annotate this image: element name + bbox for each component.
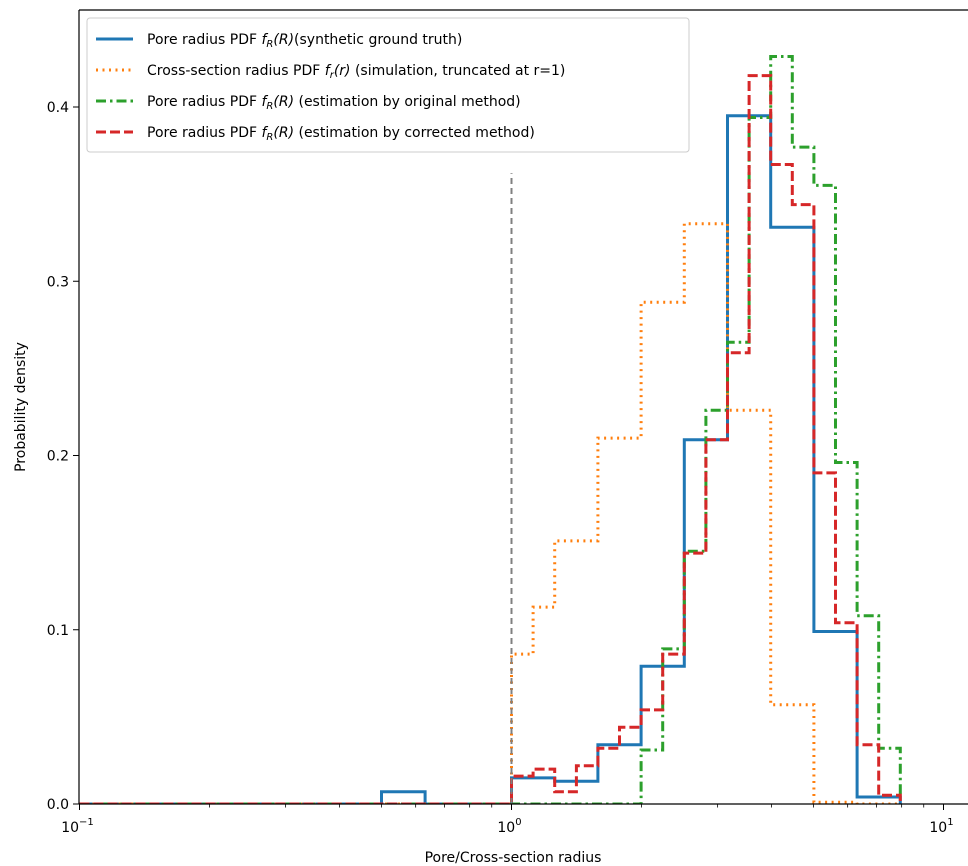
y-axis-label: Probability density [13, 342, 29, 472]
series-line-2 [79, 222, 901, 804]
y-tick-label-5: 0.4 [47, 100, 69, 116]
legend-label-1: Pore radius PDF fR(R)(synthetic ground t… [147, 32, 462, 50]
legend-label-4: Pore radius PDF fR(R) (estimation by cor… [147, 125, 535, 143]
x-tick-label-2: 100 [497, 817, 521, 836]
x-axis-label: Pore/Cross-section radius [425, 850, 602, 866]
series-line-4 [79, 74, 902, 804]
legend-label-2: Cross-section radius PDF fr(r) (simulati… [147, 63, 565, 81]
legend-box [86, 17, 690, 153]
series-line-3 [79, 55, 902, 804]
y-tick-label-2: 0.1 [47, 623, 69, 639]
legend: Pore radius PDF fR(R)(synthetic ground t… [86, 17, 690, 153]
x-tick-label-3: 101 [929, 817, 953, 836]
series-layer [79, 55, 902, 804]
x-tick-label-1: 10−1 [61, 817, 94, 836]
y-tick-label-3: 0.2 [47, 449, 69, 465]
y-tick-label-4: 0.3 [47, 274, 69, 290]
series-line-1 [79, 114, 902, 804]
y-tick-label-1: 0.0 [47, 797, 69, 813]
legend-label-3: Pore radius PDF fR(R) (estimation by ori… [147, 94, 521, 112]
